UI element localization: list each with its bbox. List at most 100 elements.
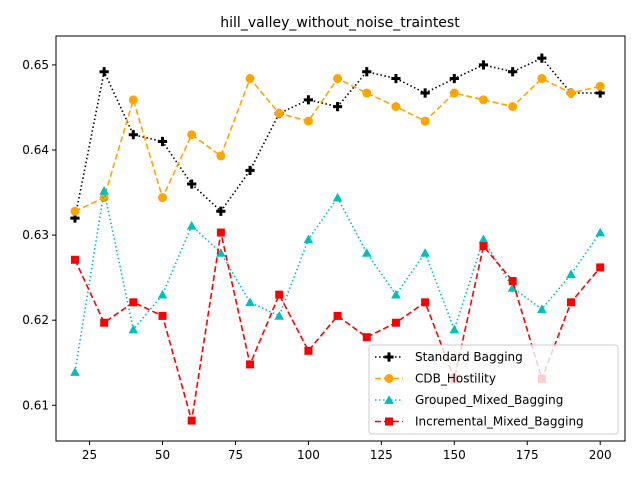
series-4-point xyxy=(216,228,225,237)
series-2-point xyxy=(333,74,343,84)
series-1-point xyxy=(420,88,430,98)
series-4-point xyxy=(129,298,138,307)
series-2-point xyxy=(508,102,518,112)
series-3-point xyxy=(361,248,372,257)
series-3-point xyxy=(449,324,460,334)
series-1-point xyxy=(449,73,459,84)
legend-label: Incremental_Mixed_Bagging xyxy=(415,415,584,429)
series-1-point xyxy=(391,73,401,84)
chart-title: hill_valley_without_noise_traintest xyxy=(220,15,460,31)
series-1-point xyxy=(187,179,197,189)
series-1-point xyxy=(157,136,168,147)
series-2-point xyxy=(420,116,430,126)
y-tick-label: 0.62 xyxy=(22,313,49,327)
series-2-point xyxy=(245,74,255,84)
series-4-point xyxy=(391,318,400,327)
series-2-point xyxy=(449,88,459,98)
series-4-point xyxy=(187,416,196,425)
series-4-point xyxy=(567,298,576,307)
legend-entry-1: Standard Bagging xyxy=(375,350,523,364)
series-4-point xyxy=(246,360,255,369)
legend: Standard Bagging CDB_Hostility Grouped_Mix… xyxy=(368,344,619,435)
legend-marker xyxy=(384,395,394,404)
legend-marker xyxy=(384,352,394,362)
x-tick-label: 50 xyxy=(155,448,170,462)
series-2-point xyxy=(128,95,138,105)
series-3-point xyxy=(245,297,255,307)
x-tick-label: 75 xyxy=(228,448,243,462)
series-4-point xyxy=(275,290,284,299)
legend-marker xyxy=(385,417,393,426)
series-2-point xyxy=(566,88,576,98)
y-tick-label: 0.61 xyxy=(22,398,49,412)
legend-entry-4: Incremental_Mixed_Bagging xyxy=(375,415,584,429)
x-tick-label: 150 xyxy=(443,448,466,462)
series-3-point xyxy=(420,248,430,257)
series-2-point xyxy=(537,74,547,84)
legend-box xyxy=(368,344,619,435)
series-3-point xyxy=(186,220,197,230)
series-2-point xyxy=(70,206,80,216)
y-tick-label: 0.63 xyxy=(22,228,49,242)
y-tick-label: 0.64 xyxy=(22,143,49,157)
series-3-point xyxy=(478,234,489,244)
series-3-point xyxy=(332,192,343,202)
series-3-point xyxy=(128,324,139,334)
series-3-point xyxy=(391,289,401,299)
series-3-point xyxy=(99,186,109,195)
x-tick-label: 25 xyxy=(82,448,97,462)
x-tick-label: 175 xyxy=(516,448,539,462)
x-tick-label: 125 xyxy=(370,448,393,462)
series-1-point xyxy=(128,130,138,140)
series-1-point xyxy=(216,206,226,216)
series-4-point xyxy=(70,255,79,264)
legend-marker xyxy=(384,374,394,383)
series-4-point xyxy=(333,311,342,320)
series-3-point xyxy=(537,304,547,313)
series-4-point xyxy=(479,242,488,251)
legend-label: CDB_Hostility xyxy=(415,372,496,386)
axes-frame xyxy=(55,35,626,442)
series-3-point xyxy=(216,248,226,257)
series-1-point xyxy=(508,67,518,77)
series-4-point xyxy=(421,298,430,307)
series-2-point xyxy=(478,95,488,105)
series-2-point xyxy=(216,151,226,161)
legend-entry-3: Grouped_Mixed_Bagging xyxy=(375,393,563,407)
series-layer xyxy=(70,53,605,425)
series-4-point xyxy=(158,311,167,320)
x-tick-label: 100 xyxy=(297,448,320,462)
series-2-point xyxy=(274,108,284,118)
axes-layer: 25 50 75 100 125 150 175 200 0.61 0.62 0.63 0.64 0.6… xyxy=(22,35,626,462)
series-3-point xyxy=(70,367,80,376)
series-2-point xyxy=(158,193,168,203)
series-2-point xyxy=(391,102,401,112)
series-1-point xyxy=(99,67,109,77)
series-4-point xyxy=(362,333,371,342)
series-1-point xyxy=(245,165,255,176)
series-1 xyxy=(70,53,605,223)
series-4-point xyxy=(596,263,605,272)
series-1-point xyxy=(478,60,489,70)
series-2-point xyxy=(362,88,372,98)
legend-label: Grouped_Mixed_Bagging xyxy=(415,393,563,407)
series-3-point xyxy=(566,269,576,279)
series-1-point xyxy=(303,95,314,105)
series-1-point xyxy=(537,53,547,63)
series-3 xyxy=(70,186,605,376)
series-3-point xyxy=(595,227,605,237)
series-3-point xyxy=(157,289,168,299)
series-2-point xyxy=(187,130,197,140)
series-3-point xyxy=(303,234,314,244)
series-4-point xyxy=(508,277,517,286)
series-2-point xyxy=(595,81,605,91)
legend-label: Standard Bagging xyxy=(415,350,523,364)
y-tick-label: 0.65 xyxy=(22,58,49,72)
series-4-point xyxy=(304,346,313,355)
series-3-point xyxy=(507,283,518,292)
x-tick-label: 200 xyxy=(589,448,612,462)
legend-entry-2: CDB_Hostility xyxy=(375,372,496,386)
series-2 xyxy=(70,74,605,216)
series-3-point xyxy=(274,311,285,320)
